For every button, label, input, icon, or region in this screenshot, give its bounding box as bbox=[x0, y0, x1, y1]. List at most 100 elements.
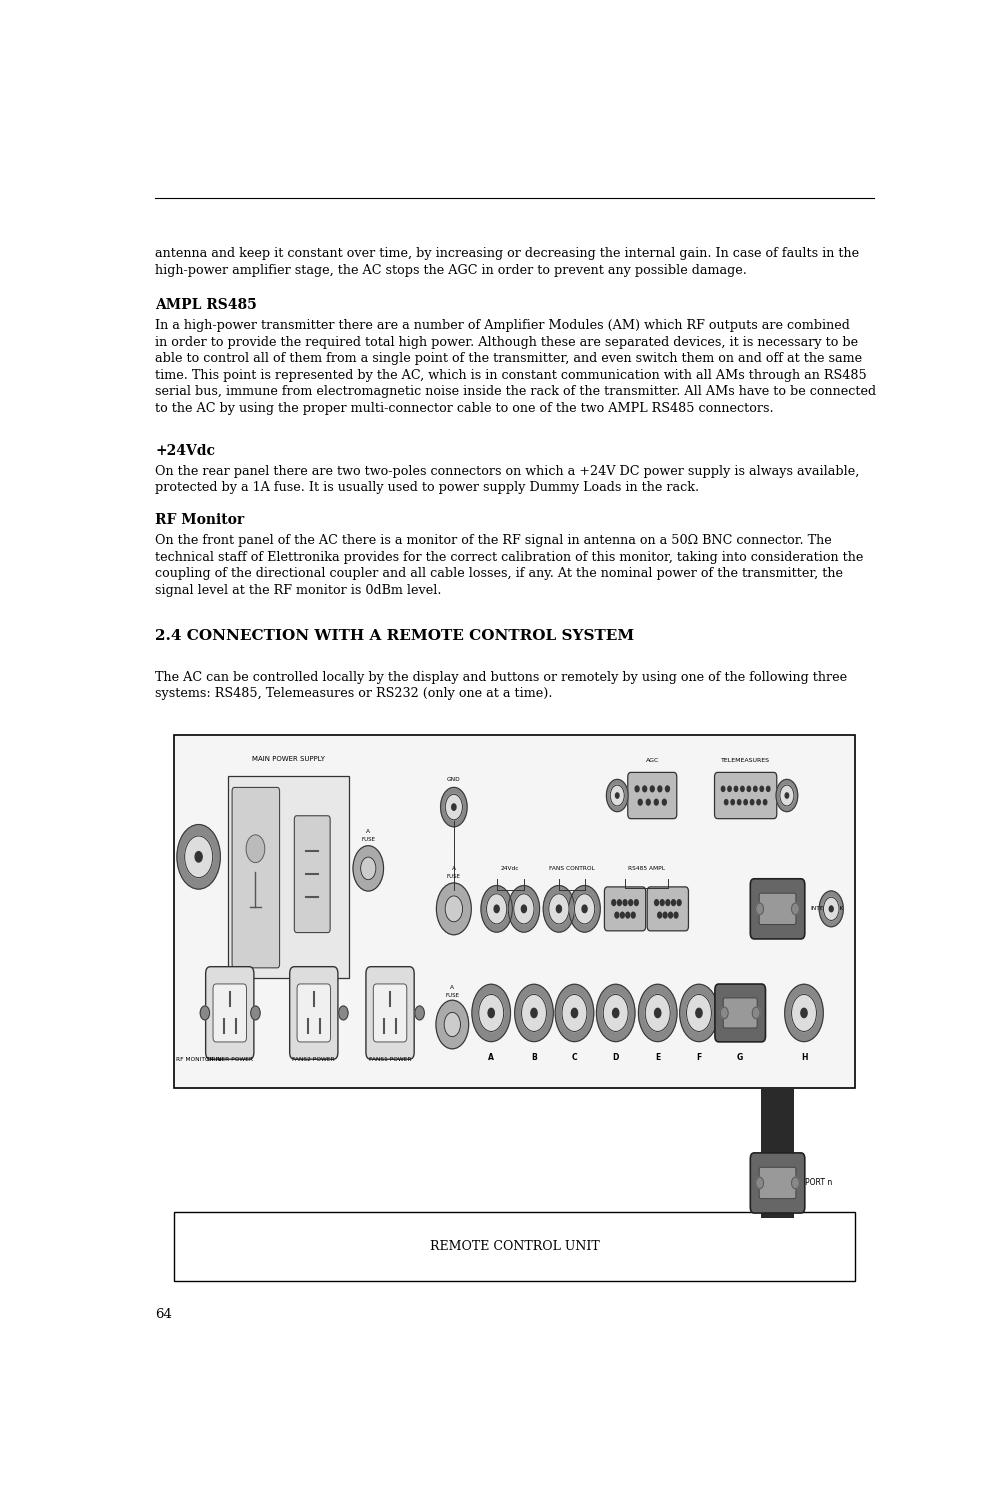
Circle shape bbox=[486, 894, 507, 924]
Text: AGC: AGC bbox=[645, 759, 658, 763]
Text: On the rear panel there are two two-poles connectors on which a +24V DC power su: On the rear panel there are two two-pole… bbox=[154, 464, 859, 494]
FancyBboxPatch shape bbox=[206, 967, 254, 1059]
Circle shape bbox=[251, 1006, 260, 1020]
Circle shape bbox=[695, 1008, 701, 1017]
Circle shape bbox=[800, 1008, 806, 1017]
Circle shape bbox=[790, 1178, 798, 1188]
Text: D: D bbox=[612, 1053, 618, 1062]
Circle shape bbox=[755, 1178, 763, 1188]
Circle shape bbox=[645, 994, 670, 1032]
Circle shape bbox=[606, 780, 628, 811]
Circle shape bbox=[765, 787, 769, 792]
Circle shape bbox=[743, 799, 746, 805]
Circle shape bbox=[574, 894, 594, 924]
Circle shape bbox=[435, 1000, 468, 1048]
Text: AMPL RS485: AMPL RS485 bbox=[154, 299, 257, 312]
Circle shape bbox=[790, 994, 815, 1032]
Circle shape bbox=[654, 799, 658, 805]
Circle shape bbox=[635, 786, 639, 792]
Circle shape bbox=[617, 900, 621, 906]
FancyBboxPatch shape bbox=[722, 997, 756, 1027]
FancyBboxPatch shape bbox=[647, 886, 688, 931]
Text: 24Vdc: 24Vdc bbox=[500, 865, 519, 871]
Circle shape bbox=[582, 906, 587, 913]
Text: B: B bbox=[531, 1053, 537, 1062]
Text: 64: 64 bbox=[154, 1308, 172, 1320]
Circle shape bbox=[686, 994, 711, 1032]
Circle shape bbox=[440, 787, 466, 826]
FancyBboxPatch shape bbox=[174, 1212, 855, 1281]
Circle shape bbox=[445, 795, 462, 820]
Circle shape bbox=[634, 900, 638, 906]
FancyBboxPatch shape bbox=[365, 967, 414, 1059]
Circle shape bbox=[625, 912, 629, 918]
Circle shape bbox=[360, 858, 375, 880]
Text: FANS CONTROL: FANS CONTROL bbox=[549, 865, 594, 871]
Circle shape bbox=[338, 1006, 348, 1020]
FancyBboxPatch shape bbox=[604, 886, 645, 931]
Circle shape bbox=[531, 1008, 537, 1017]
Circle shape bbox=[444, 895, 462, 922]
Circle shape bbox=[756, 799, 759, 805]
Text: FANS2 POWER: FANS2 POWER bbox=[292, 1056, 335, 1062]
Text: G: G bbox=[736, 1053, 742, 1062]
Circle shape bbox=[569, 886, 600, 933]
FancyBboxPatch shape bbox=[758, 894, 795, 925]
FancyBboxPatch shape bbox=[297, 984, 330, 1042]
Circle shape bbox=[200, 1006, 210, 1020]
Text: FUSE: FUSE bbox=[361, 837, 375, 841]
Text: A: A bbox=[487, 1053, 493, 1062]
Circle shape bbox=[751, 1008, 759, 1018]
Circle shape bbox=[514, 894, 534, 924]
Circle shape bbox=[451, 804, 455, 810]
FancyBboxPatch shape bbox=[228, 777, 348, 978]
Circle shape bbox=[562, 994, 587, 1032]
Circle shape bbox=[543, 886, 574, 933]
Circle shape bbox=[631, 912, 635, 918]
Circle shape bbox=[521, 906, 526, 913]
Text: GND: GND bbox=[446, 777, 460, 781]
Text: antenna and keep it constant over time, by increasing or decreasing the internal: antenna and keep it constant over time, … bbox=[154, 248, 859, 276]
Circle shape bbox=[638, 799, 642, 805]
Circle shape bbox=[471, 984, 510, 1041]
Circle shape bbox=[746, 787, 750, 792]
Circle shape bbox=[480, 886, 512, 933]
Circle shape bbox=[515, 984, 553, 1041]
Circle shape bbox=[571, 1008, 577, 1017]
Circle shape bbox=[759, 787, 762, 792]
Circle shape bbox=[436, 883, 470, 934]
Circle shape bbox=[663, 912, 666, 918]
Text: RS485 AMPL: RS485 AMPL bbox=[627, 865, 664, 871]
Text: FUSE: FUSE bbox=[446, 874, 460, 879]
FancyBboxPatch shape bbox=[174, 736, 855, 1087]
Circle shape bbox=[654, 900, 658, 906]
Text: RF MONITOR IN: RF MONITOR IN bbox=[176, 1056, 222, 1062]
Circle shape bbox=[822, 897, 839, 921]
Circle shape bbox=[749, 799, 753, 805]
Circle shape bbox=[779, 786, 793, 807]
FancyBboxPatch shape bbox=[627, 772, 676, 819]
Circle shape bbox=[478, 994, 504, 1032]
Text: FANS1 POWER: FANS1 POWER bbox=[368, 1056, 411, 1062]
Circle shape bbox=[818, 891, 843, 927]
Circle shape bbox=[720, 787, 724, 792]
Circle shape bbox=[737, 799, 740, 805]
Text: FUSE: FUSE bbox=[445, 993, 458, 997]
Circle shape bbox=[611, 900, 615, 906]
Circle shape bbox=[628, 900, 632, 906]
Circle shape bbox=[612, 1008, 618, 1017]
Circle shape bbox=[784, 984, 822, 1041]
FancyBboxPatch shape bbox=[232, 787, 279, 967]
Circle shape bbox=[615, 793, 619, 798]
Circle shape bbox=[784, 793, 787, 798]
Text: MAIN POWER SUPPLY: MAIN POWER SUPPLY bbox=[252, 756, 325, 762]
Circle shape bbox=[638, 984, 676, 1041]
Circle shape bbox=[660, 900, 663, 906]
Circle shape bbox=[665, 900, 669, 906]
Circle shape bbox=[646, 799, 650, 805]
Circle shape bbox=[679, 984, 717, 1041]
Text: RF Monitor: RF Monitor bbox=[154, 514, 244, 527]
Circle shape bbox=[443, 1012, 460, 1036]
Circle shape bbox=[828, 906, 832, 912]
Circle shape bbox=[730, 799, 733, 805]
